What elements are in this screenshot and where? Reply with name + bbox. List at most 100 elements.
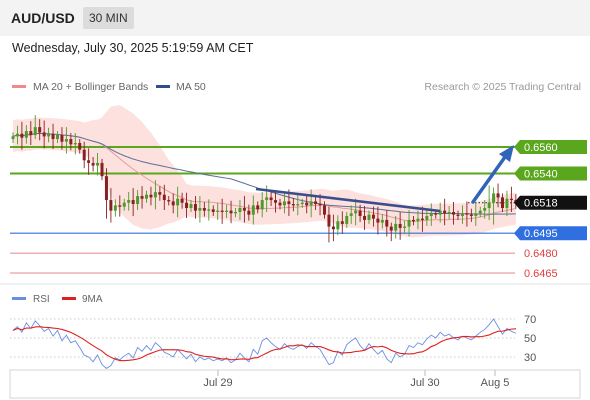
candle bbox=[131, 188, 135, 216]
candle-body bbox=[136, 196, 140, 205]
price-label: 0.6495 bbox=[514, 226, 587, 241]
candle-body bbox=[15, 133, 19, 137]
candle bbox=[438, 202, 442, 223]
candle bbox=[398, 211, 402, 240]
candle bbox=[158, 186, 162, 201]
candle bbox=[403, 220, 407, 234]
candle bbox=[274, 190, 278, 213]
candle bbox=[20, 121, 24, 150]
candle-body bbox=[238, 208, 242, 212]
candle-body bbox=[336, 221, 340, 230]
candle-body bbox=[389, 226, 393, 231]
candle-body bbox=[20, 133, 24, 138]
candle bbox=[371, 206, 375, 227]
instrument-name: AUD/USD bbox=[11, 10, 75, 26]
candle-body bbox=[300, 202, 304, 205]
price-label-text: 0.6465 bbox=[524, 268, 558, 280]
candle bbox=[149, 186, 153, 206]
price-label: 0.6540 bbox=[514, 166, 587, 181]
candle bbox=[487, 185, 491, 220]
candle bbox=[380, 213, 384, 229]
candle-body bbox=[64, 139, 68, 142]
candle-body bbox=[42, 132, 46, 137]
candle-body bbox=[234, 211, 237, 214]
candle-body bbox=[291, 204, 295, 206]
candle bbox=[73, 133, 77, 155]
candle-body bbox=[113, 205, 117, 211]
candle-body bbox=[216, 210, 220, 212]
candle-body bbox=[189, 204, 193, 209]
candle bbox=[78, 139, 82, 154]
candle-body bbox=[398, 223, 402, 228]
candle-body bbox=[51, 133, 55, 140]
forecast-arrow-head bbox=[499, 145, 514, 162]
candle-body bbox=[367, 214, 371, 220]
candle-body bbox=[100, 162, 104, 177]
candle-body bbox=[447, 211, 451, 214]
candle bbox=[460, 205, 464, 224]
candle-body bbox=[327, 214, 331, 227]
support-resistance-lines bbox=[10, 146, 515, 274]
candle bbox=[82, 141, 86, 169]
candle-body bbox=[438, 210, 442, 215]
candle-body bbox=[496, 193, 500, 198]
candle bbox=[185, 192, 189, 218]
candle-body bbox=[193, 204, 197, 211]
candle bbox=[153, 180, 157, 210]
candle bbox=[443, 198, 447, 226]
candle bbox=[140, 186, 144, 209]
candle bbox=[113, 199, 117, 217]
candle-body bbox=[104, 176, 108, 201]
candle-body bbox=[314, 201, 318, 205]
candle bbox=[15, 125, 19, 145]
candle bbox=[91, 156, 95, 172]
candle bbox=[193, 196, 197, 219]
x-axis: Jul 29 Jul 30 Aug 5 bbox=[9, 369, 581, 399]
candle bbox=[478, 206, 482, 218]
chart-datetime: Wednesday, July 30, 2025 5:19:59 AM CET bbox=[12, 41, 254, 55]
candle-body bbox=[331, 226, 335, 230]
candle-body bbox=[345, 215, 349, 224]
candle bbox=[291, 198, 295, 212]
candle-body bbox=[265, 197, 269, 201]
candle bbox=[100, 158, 104, 181]
price-label: 0.6518 bbox=[514, 195, 587, 210]
timeframe-badge[interactable]: 30 MIN bbox=[83, 7, 134, 29]
candle-body bbox=[487, 202, 491, 209]
chart-header: AUD/USD 30 MIN bbox=[0, 0, 590, 36]
candle-body bbox=[69, 139, 73, 145]
ma20-legend-label: MA 20 + Bollinger Bands bbox=[33, 81, 148, 93]
candle-body bbox=[185, 202, 189, 209]
candle bbox=[56, 131, 59, 144]
candle bbox=[340, 211, 344, 234]
price-label-text: 0.6495 bbox=[524, 228, 558, 240]
candle bbox=[180, 192, 184, 209]
price-label: 0.6465 bbox=[524, 268, 558, 280]
candle bbox=[300, 198, 304, 209]
candle-body bbox=[207, 209, 211, 211]
rsi-lines bbox=[12, 318, 517, 369]
candle-body bbox=[287, 201, 291, 205]
candle-body bbox=[167, 200, 171, 202]
candle-body bbox=[282, 201, 286, 206]
candle bbox=[331, 214, 335, 242]
candle bbox=[349, 205, 353, 224]
candle bbox=[11, 132, 15, 144]
candle bbox=[314, 195, 318, 210]
candle-body bbox=[278, 202, 282, 206]
candle bbox=[198, 196, 202, 223]
forecast-arrow-shaft bbox=[471, 155, 507, 204]
candle bbox=[162, 184, 166, 210]
rsi-tick-label: 50 bbox=[524, 333, 536, 345]
price-label-tag bbox=[514, 140, 587, 154]
candle bbox=[64, 127, 68, 154]
main-legend: MA 20 + Bollinger Bands MA 50 Research ©… bbox=[12, 81, 581, 93]
candle bbox=[412, 215, 415, 226]
candle bbox=[505, 190, 509, 216]
candle-body bbox=[305, 202, 309, 206]
candle bbox=[474, 203, 478, 226]
forecast-arrow bbox=[471, 145, 514, 204]
candle-body bbox=[309, 201, 313, 206]
ma50-legend-label: MA 50 bbox=[176, 81, 206, 93]
candle-body bbox=[443, 210, 447, 214]
